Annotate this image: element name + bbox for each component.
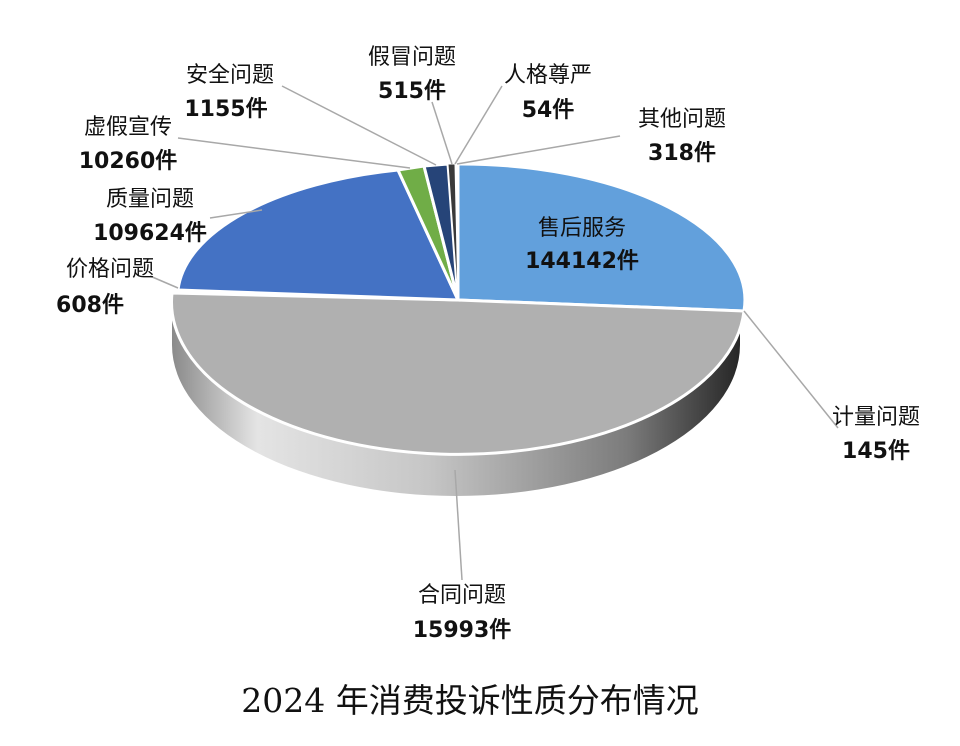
label-value-假冒问题: 515件 — [378, 79, 446, 104]
chart-title: 2024 年消费投诉性质分布情况 — [241, 681, 698, 720]
leader-line-计量问题 — [743, 310, 839, 429]
label-name-虚假宣传: 虚假宣传 — [84, 115, 172, 140]
leader-line-合同问题 — [454, 469, 463, 581]
label-name-人格尊严: 人格尊严 — [504, 63, 592, 88]
slice-售后服务 — [456, 162, 747, 313]
label-name-计量问题: 计量问题 — [832, 405, 920, 430]
label-value-计量问题: 145件 — [842, 439, 910, 464]
label-name-价格问题: 价格问题 — [66, 257, 154, 282]
leader-line-价格问题 — [149, 275, 179, 289]
label-name-质量问题: 质量问题 — [106, 187, 194, 212]
leader-line-假冒问题 — [431, 101, 453, 165]
label-value-售后服务: 144142件 — [525, 249, 639, 274]
label-name-其他问题: 其他问题 — [638, 107, 726, 132]
label-value-人格尊严: 54件 — [522, 98, 575, 123]
slice-合同问题 — [170, 291, 746, 456]
label-value-质量问题: 109624件 — [93, 221, 207, 246]
label-value-安全问题: 1155件 — [184, 97, 267, 122]
label-name-安全问题: 安全问题 — [186, 63, 274, 88]
pie-side-wall — [172, 300, 740, 496]
label-name-合同问题: 合同问题 — [418, 583, 506, 608]
label-name-售后服务: 售后服务 — [538, 216, 626, 241]
leader-line-其他问题 — [456, 135, 621, 165]
leader-line-安全问题 — [281, 85, 437, 166]
label-name-假冒问题: 假冒问题 — [368, 45, 456, 70]
label-value-其他问题: 318件 — [648, 141, 716, 166]
leader-line-人格尊严 — [454, 85, 503, 165]
label-value-合同问题: 15993件 — [413, 618, 512, 643]
leader-line-虚假宣传 — [177, 137, 411, 169]
label-value-虚假宣传: 10260件 — [79, 149, 178, 174]
leader-line-质量问题 — [209, 209, 263, 219]
label-value-价格问题: 608件 — [56, 293, 124, 318]
